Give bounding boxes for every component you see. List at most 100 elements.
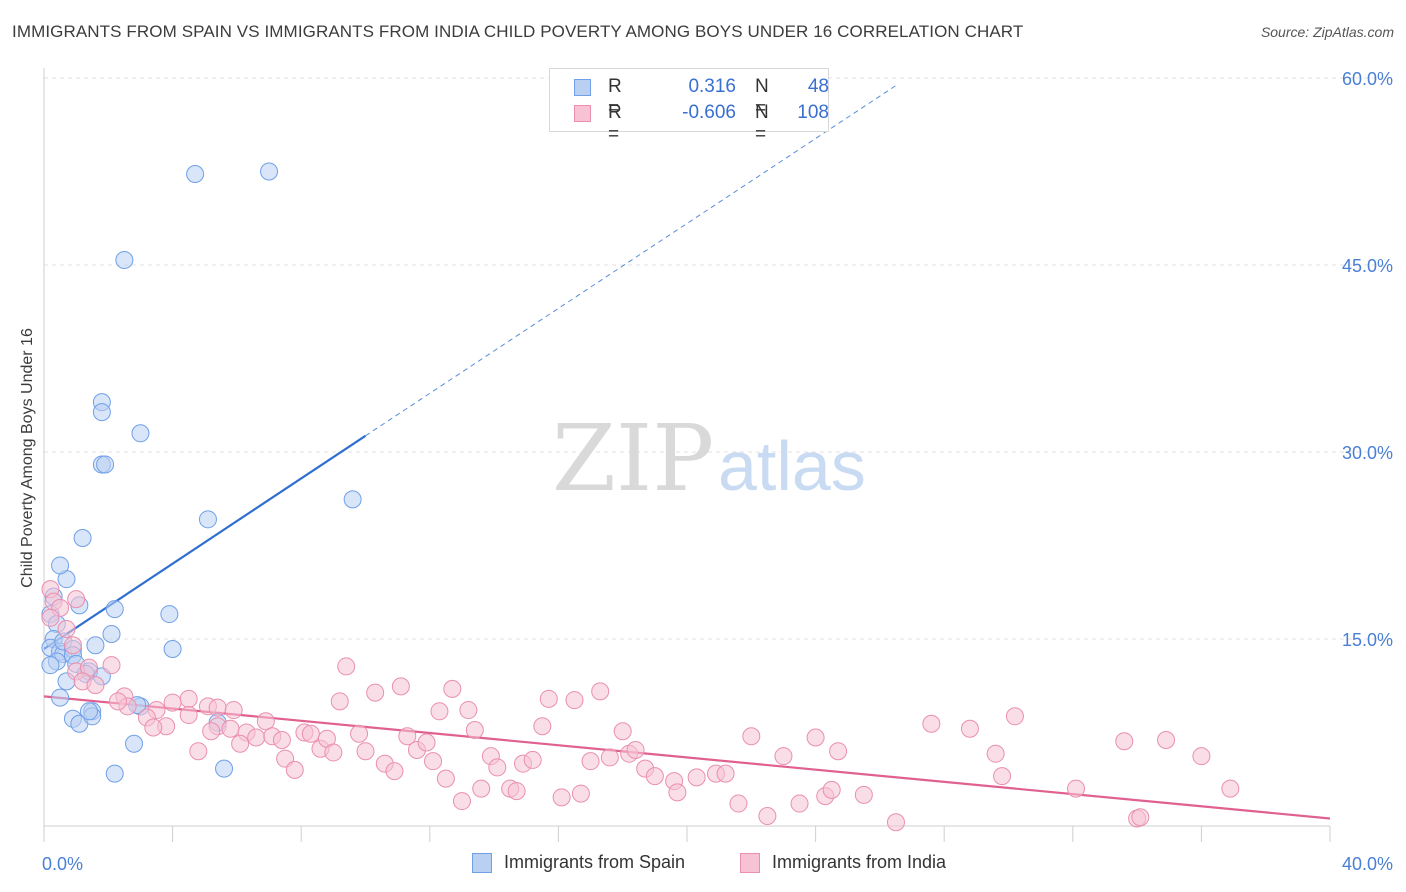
point-india [571, 784, 590, 803]
chart-title: IMMIGRANTS FROM SPAIN VS IMMIGRANTS FROM… [12, 22, 1024, 41]
legend-n-label: N = [755, 102, 769, 145]
trend-line-spain-extension [365, 85, 897, 437]
point-india [1131, 808, 1150, 827]
bottom-legend-swatch-india [740, 853, 760, 873]
point-india [285, 760, 304, 779]
legend-n-value-india: 108 [797, 102, 829, 123]
point-india [1221, 779, 1240, 798]
point-spain [131, 424, 150, 443]
point-india [539, 689, 558, 708]
point-india [829, 742, 848, 761]
source-label: Source: ZipAtlas.com [1260, 24, 1394, 40]
point-india [417, 733, 436, 752]
point-india [1192, 747, 1211, 766]
legend-swatch-india [574, 105, 591, 122]
point-india [163, 693, 182, 712]
bottom-legend-swatch-spain [472, 853, 492, 873]
point-india [600, 748, 619, 767]
point-spain [96, 455, 115, 474]
point-india [350, 724, 369, 743]
point-india [424, 752, 443, 771]
point-spain [343, 490, 362, 509]
point-india [806, 728, 825, 747]
point-india [472, 779, 491, 798]
point-india [430, 702, 449, 721]
point-india [565, 691, 584, 710]
point-india [398, 727, 417, 746]
point-india [1067, 779, 1086, 798]
point-india [337, 657, 356, 676]
point-india [581, 752, 600, 771]
y-tick-label: 45.0% [1342, 256, 1393, 276]
point-india [41, 608, 60, 627]
point-india [729, 794, 748, 813]
point-spain [51, 556, 70, 575]
legend-r-label: R = [608, 102, 622, 145]
point-india [1005, 707, 1024, 726]
point-india [626, 740, 645, 759]
legend-r-value-india: -0.606 [682, 102, 736, 123]
point-india [324, 743, 343, 762]
point-india [330, 692, 349, 711]
gridlines [44, 77, 1392, 640]
point-india [231, 734, 250, 753]
point-india [247, 728, 266, 747]
x-tick-label: 0.0% [42, 854, 83, 874]
point-spain [92, 403, 111, 422]
point-spain [51, 688, 70, 707]
bottom-legend-label-spain: Immigrants from Spain [504, 852, 686, 872]
point-india [886, 813, 905, 832]
point-india [301, 724, 320, 743]
point-spain [160, 605, 179, 624]
tick-labels: 15.0% 30.0% 45.0% 60.0% 0.0% 40.0% [42, 69, 1393, 874]
point-spain [105, 764, 124, 783]
point-spain [125, 734, 144, 753]
watermark-zip: ZIP [552, 405, 714, 512]
point-india [102, 656, 121, 675]
watermark-atlas: atlas [718, 427, 866, 505]
point-india [742, 727, 761, 746]
point-india [552, 788, 571, 807]
legend-swatch-spain [574, 79, 591, 96]
point-india [488, 758, 507, 777]
data-points [41, 162, 1240, 832]
point-india [221, 719, 240, 738]
point-india [993, 767, 1012, 786]
point-india [591, 682, 610, 701]
point-india [108, 692, 127, 711]
point-india [391, 677, 410, 696]
point-india [63, 636, 82, 655]
legend-r-value-spain: 0.316 [688, 76, 736, 97]
point-india [1115, 732, 1134, 751]
point-india [256, 712, 275, 731]
point-india [822, 780, 841, 799]
point-india [202, 722, 221, 741]
point-india [57, 620, 76, 639]
point-india [272, 730, 291, 749]
point-india [507, 782, 526, 801]
point-india [790, 794, 809, 813]
point-india [1157, 730, 1176, 749]
point-india [224, 701, 243, 720]
point-spain [41, 656, 60, 675]
axes [43, 68, 1331, 842]
point-india [922, 714, 941, 733]
point-spain [102, 625, 121, 644]
point-india [189, 742, 208, 761]
legend-n-value-spain: 48 [807, 76, 829, 97]
point-india [645, 767, 664, 786]
point-india [208, 698, 227, 717]
point-india [687, 768, 706, 787]
point-india [179, 689, 198, 708]
legend-r-label: R = [608, 76, 622, 119]
legend: R = 0.316 N = 48 R = -0.606 N = 108 [549, 68, 829, 145]
point-india [774, 747, 793, 766]
x-tick-label: 40.0% [1342, 854, 1393, 874]
point-spain [260, 162, 279, 181]
point-spain [105, 600, 124, 619]
point-india [613, 722, 632, 741]
point-india [960, 719, 979, 738]
y-tick-label: 30.0% [1342, 443, 1393, 463]
y-tick-label: 15.0% [1342, 630, 1393, 650]
point-india [716, 764, 735, 783]
